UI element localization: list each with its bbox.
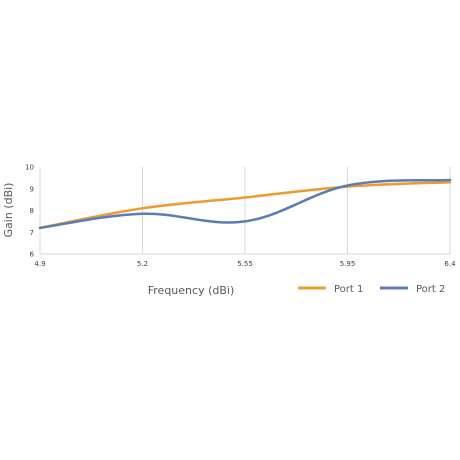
legend-label-port-1: Port 1 (334, 284, 363, 295)
x-tick-label: 5.2 (137, 260, 148, 268)
y-tick-label: 9 (30, 185, 34, 193)
x-tick-label: 6.4 (444, 260, 456, 268)
y-tick-label: 8 (30, 207, 34, 215)
legend-label-port-2: Port 2 (416, 284, 445, 295)
series-line-port-2 (38, 178, 452, 230)
x-axis-title: Frequency (dBi) (148, 284, 235, 297)
y-tick-label: 10 (25, 164, 34, 172)
y-axis-title: Gain (dBi) (2, 183, 15, 238)
y-tick-labels: 6 7 8 9 10 (25, 164, 34, 259)
y-tick-label: 6 (30, 251, 35, 259)
series-line-port-1 (38, 180, 452, 230)
x-tick-label: 5.55 (237, 260, 253, 268)
x-tick-label: 4.9 (34, 260, 45, 268)
series-lines (38, 178, 452, 230)
x-tick-labels: 4.9 5.2 5.55 5.95 6.4 (34, 260, 456, 268)
y-tick-label: 7 (30, 229, 34, 237)
x-tick-label: 5.95 (340, 260, 356, 268)
legend: Port 1 Port 2 (298, 284, 445, 295)
